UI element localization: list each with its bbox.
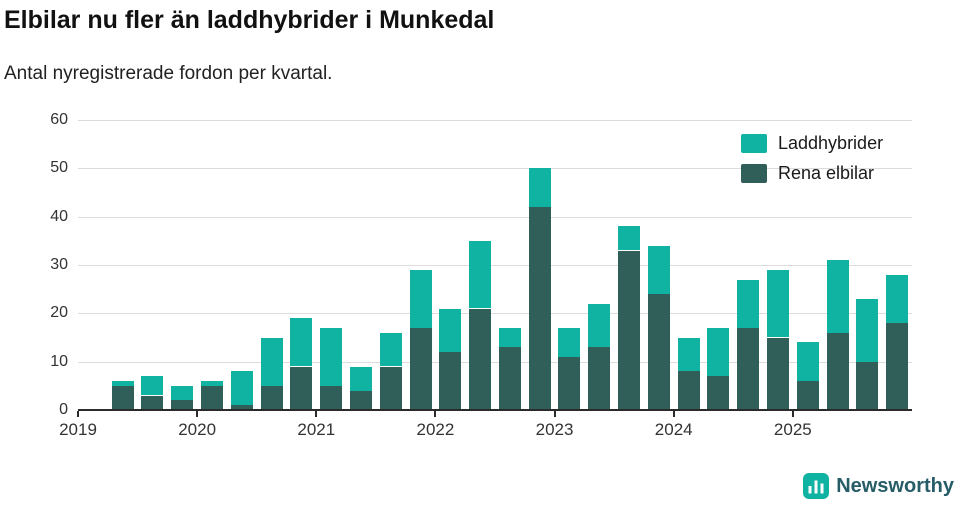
- x-axis-label: 2019: [59, 420, 97, 439]
- bar-segment-laddhybrider: [111, 381, 134, 386]
- bar-segment-rena-elbilar: [141, 395, 164, 410]
- gridline: [78, 313, 912, 315]
- bar-segment-rena-elbilar: [439, 352, 462, 410]
- bar-segment-rena-elbilar: [111, 385, 134, 410]
- bar-segment-rena-elbilar: [349, 390, 372, 410]
- bar-segment-rena-elbilar: [230, 405, 253, 410]
- x-axis-tick: [77, 411, 79, 417]
- bar-segment-rena-elbilar: [826, 332, 849, 410]
- bar-segment-laddhybrider: [826, 260, 849, 333]
- bar-segment-laddhybrider: [707, 327, 730, 377]
- bar-segment-laddhybrider: [379, 332, 402, 367]
- bar-segment-laddhybrider: [856, 298, 879, 362]
- bar-segment-rena-elbilar: [469, 308, 492, 410]
- chart-title: Elbilar nu fler än laddhybrider i Munked…: [4, 6, 495, 34]
- y-axis-label: 40: [50, 207, 68, 225]
- bar-segment-laddhybrider: [260, 337, 283, 386]
- bar-segment-rena-elbilar: [320, 385, 343, 410]
- x-axis-tick: [196, 411, 199, 417]
- bar-segment-rena-elbilar: [409, 327, 432, 410]
- bar-segment-laddhybrider: [528, 168, 551, 207]
- legend-item-laddhybrider: Laddhybrider: [741, 133, 883, 154]
- bar-segment-rena-elbilar: [856, 361, 879, 410]
- bar-segment-laddhybrider: [439, 308, 462, 352]
- y-axis-label: 0: [59, 401, 68, 418]
- y-axis-label: 20: [50, 304, 68, 322]
- x-axis-tick: [672, 411, 675, 417]
- x-axis-label: 2023: [535, 420, 574, 439]
- bar-segment-laddhybrider: [320, 327, 343, 386]
- gridline: [78, 216, 912, 218]
- bar-segment-laddhybrider: [766, 269, 789, 338]
- bar-segment-rena-elbilar: [498, 347, 521, 410]
- bar-segment-laddhybrider: [886, 274, 909, 323]
- bar-segment-rena-elbilar: [618, 250, 641, 410]
- bar-segment-rena-elbilar: [796, 381, 819, 410]
- x-axis-tick: [553, 411, 556, 417]
- bar-segment-laddhybrider: [409, 269, 432, 328]
- bar-segment-rena-elbilar: [886, 323, 909, 410]
- bar-segment-rena-elbilar: [290, 366, 313, 410]
- bar-segment-laddhybrider: [201, 381, 224, 386]
- legend-item-rena-elbilar: Rena elbilar: [741, 163, 883, 184]
- gridline: [78, 265, 912, 266]
- bar-segment-rena-elbilar: [558, 356, 581, 410]
- bar-segment-laddhybrider: [171, 385, 194, 401]
- x-axis-label: 2020: [178, 420, 217, 439]
- bar-segment-laddhybrider: [737, 279, 760, 328]
- brand-name: Newsworthy: [836, 474, 954, 497]
- gridline: [78, 361, 912, 363]
- x-axis-tick: [434, 411, 437, 417]
- bar-segment-laddhybrider: [349, 366, 372, 391]
- x-axis-label: 2022: [416, 420, 455, 439]
- newsworthy-logo[interactable]: Newsworthy: [803, 473, 954, 499]
- bar-segment-laddhybrider: [677, 337, 700, 372]
- bar-segment-laddhybrider: [796, 342, 819, 381]
- bar-segment-laddhybrider: [141, 376, 164, 396]
- bar-segment-laddhybrider: [230, 371, 253, 406]
- bar-segment-rena-elbilar: [647, 294, 670, 410]
- y-axis-label: 30: [50, 256, 68, 273]
- legend-label-laddhybrider: Laddhybrider: [778, 133, 884, 153]
- x-axis-label: 2025: [773, 420, 812, 439]
- bar-segment-laddhybrider: [469, 240, 492, 309]
- bar-segment-laddhybrider: [647, 245, 670, 294]
- bar-segment-laddhybrider: [618, 226, 641, 251]
- x-axis-label: 2024: [654, 420, 693, 439]
- y-axis-label: 60: [50, 111, 68, 128]
- x-axis-tick: [315, 411, 318, 417]
- bar-segment-rena-elbilar: [737, 327, 760, 410]
- bar-segment-rena-elbilar: [766, 337, 789, 410]
- x-axis-label: 2021: [297, 420, 336, 439]
- bar-segment-rena-elbilar: [528, 207, 551, 410]
- x-axis-tick: [791, 411, 794, 417]
- bar-segment-rena-elbilar: [201, 385, 224, 410]
- x-axis-line: [78, 409, 912, 411]
- gridline: [78, 120, 912, 121]
- bar-segment-laddhybrider: [290, 318, 313, 367]
- legend-label-rena-elbilar: Rena elbilar: [778, 163, 875, 183]
- bar-segment-rena-elbilar: [677, 371, 700, 410]
- bar-segment-laddhybrider: [498, 327, 521, 348]
- bar-segment-rena-elbilar: [171, 400, 194, 410]
- legend-swatch-laddhybrider: [741, 134, 767, 153]
- bar-segment-laddhybrider: [558, 327, 581, 357]
- bar-segment-laddhybrider: [588, 303, 611, 348]
- legend: Laddhybrider Rena elbilar: [741, 133, 883, 193]
- bar-segment-rena-elbilar: [260, 385, 283, 410]
- y-axis-label: 50: [50, 159, 68, 177]
- newsworthy-icon: [803, 473, 830, 499]
- bar-segment-rena-elbilar: [379, 366, 402, 410]
- chart-subtitle: Antal nyregistrerade fordon per kvartal.: [4, 63, 333, 84]
- gridline: [78, 168, 912, 170]
- bar-segment-rena-elbilar: [588, 347, 611, 410]
- bar-segment-rena-elbilar: [707, 376, 730, 410]
- y-axis-label: 10: [50, 352, 68, 370]
- legend-swatch-rena-elbilar: [741, 164, 767, 183]
